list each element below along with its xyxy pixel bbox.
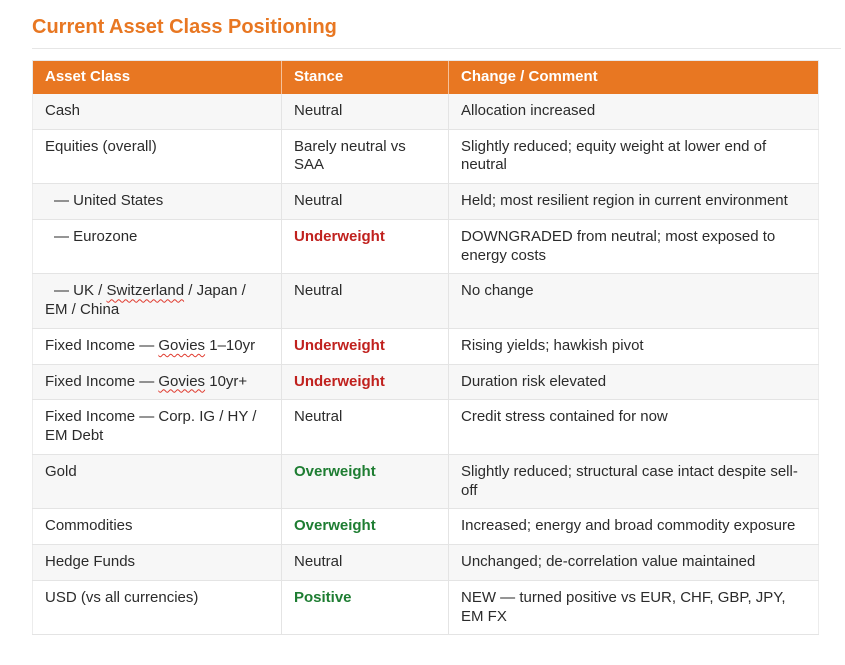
stance-value: Overweight [294,517,376,535]
stance-value: Underweight [294,336,385,354]
asset-class-cell: — Eurozone [32,219,282,275]
stance-cell: Neutral [281,399,449,455]
asset-class-cell: Hedge Funds [32,544,282,581]
comment-cell: Increased; energy and broad commodity ex… [448,508,819,545]
asset-class-cell: — UK / Switzerland / Japan / EM / China [32,273,282,329]
table-row: Equities (overall) Barely neutral vs SAA S… [32,129,819,184]
asset-class-cell: Gold [32,454,282,510]
stance-cell: Neutral [281,183,449,220]
table-row: Gold Overweight Slightly reduced; structur… [32,454,819,510]
page-title: Current Asset Class Positioning [32,16,337,38]
stance-cell: Underweight [281,328,449,365]
stance-value: Underweight [294,227,385,245]
table-row: — United States Neutral Held; most resilie… [32,183,819,220]
table-row: Hedge Funds Neutral Unchanged; de-correlat… [32,544,819,581]
comment-cell: No change [448,273,819,329]
comment-cell: NEW — turned positive vs EUR, CHF, GBP, … [448,580,819,636]
table-row: Fixed Income — Govies 1–10yr Underweight R… [32,328,819,365]
asset-class-cell: — United States [32,183,282,220]
asset-class-cell: Equities (overall) [32,129,282,184]
comment-cell: Unchanged; de-correlation value maintain… [448,544,819,581]
asset-class-cell: USD (vs all currencies) [32,580,282,636]
comment-cell: Slightly reduced; structural case intact… [448,454,819,510]
stance-cell: Underweight [281,364,449,401]
stance-value: Underweight [294,372,385,390]
asset-class-cell: Commodities [32,508,282,545]
table-row: — UK / Switzerland / Japan / EM / China N… [32,273,819,329]
comment-cell: Held; most resilient region in current e… [448,183,819,220]
asset-class-cell: Fixed Income — Govies 1–10yr [32,328,282,365]
misspelled-word: Govies [158,336,206,354]
table-header: Asset Class Stance Change / Comment [32,59,819,94]
misspelled-word: Govies [158,372,206,390]
stance-cell: Neutral [281,93,449,130]
column-header-stance: Stance [281,59,449,94]
table-row: Fixed Income — Govies 10yr+ Underweight Du… [32,364,819,401]
table-row: Cash Neutral Allocation increased [32,93,819,130]
stance-value: Neutral [294,553,343,570]
table-row: USD (vs all currencies) Positive NEW — tur… [32,580,819,636]
stance-value: Positive [294,588,352,606]
asset-class-cell: Fixed Income — Corp. IG / HY / EM Debt [32,399,282,455]
column-header-asset-class: Asset Class [32,59,282,94]
stance-cell: Overweight [281,454,449,510]
asset-class-cell: Fixed Income — Govies 10yr+ [32,364,282,401]
table-row: Fixed Income — Corp. IG / HY / EM Debt Ne… [32,399,819,455]
stance-cell: Overweight [281,508,449,545]
stance-cell: Underweight [281,219,449,275]
stance-value: Neutral [294,192,343,209]
table-row: — Eurozone Underweight DOWNGRADED from neu… [32,219,819,275]
comment-cell: Credit stress contained for now [448,399,819,455]
stance-cell: Neutral [281,544,449,581]
comment-cell: Allocation increased [448,93,819,130]
asset-class-cell: Cash [32,93,282,130]
comment-cell: Slightly reduced; equity weight at lower… [448,129,819,184]
comment-cell: Duration risk elevated [448,364,819,401]
stance-cell: Positive [281,580,449,636]
stance-cell: Neutral [281,273,449,329]
stance-value: Overweight [294,462,376,480]
stance-value: Neutral [294,408,343,426]
stance-value: Barely neutral vs SAA [294,137,406,174]
positioning-table: Asset Class Stance Change / Comment Cash Ne… [32,59,819,636]
table-body: Cash Neutral Allocation increased Equities … [32,93,819,636]
stance-value: Neutral [294,282,343,300]
stance-cell: Barely neutral vs SAA [281,129,449,184]
misspelled-word: Switzerland [106,282,185,300]
title-divider [32,48,841,49]
comment-cell: DOWNGRADED from neutral; most exposed to… [448,219,819,275]
stance-value: Neutral [294,101,343,119]
table-header-row: Asset Class Stance Change / Comment [32,59,819,94]
table-row: Commodities Overweight Increased; energy a… [32,508,819,545]
page: Current Asset Class Positioning Asset Cl… [32,16,841,636]
comment-cell: Rising yields; hawkish pivot [448,328,819,365]
column-header-change-comment: Change / Comment [448,59,819,94]
